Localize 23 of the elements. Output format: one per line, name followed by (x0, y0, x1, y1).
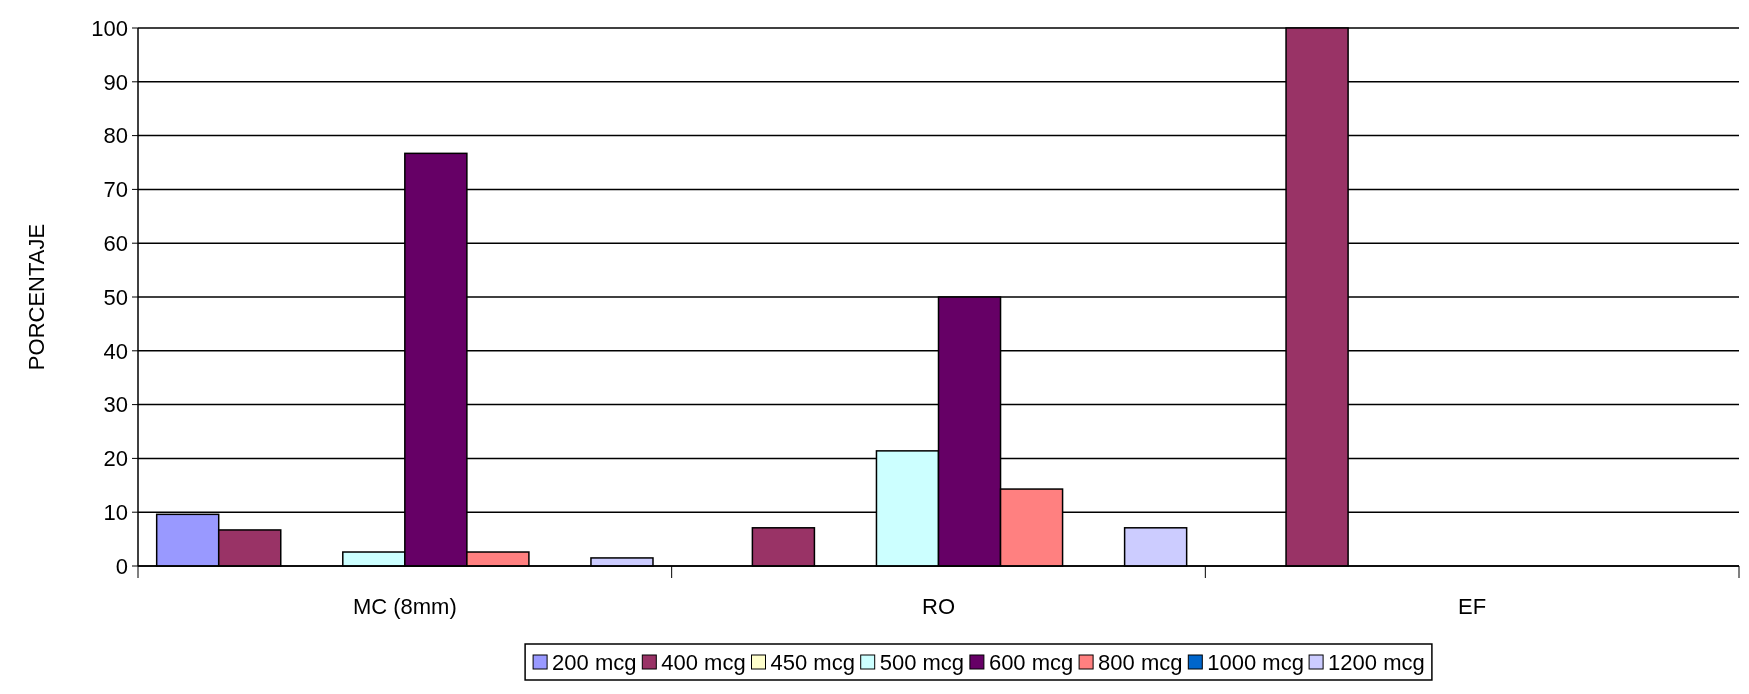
legend-label: 400 mcg (661, 649, 746, 675)
y-tick-label: 70 (103, 177, 128, 203)
legend-label: 500 mcg (879, 649, 965, 675)
x-tick-label: MC (8mm) (352, 594, 457, 619)
legend-label: 450 mcg (770, 649, 855, 675)
y-tick-label: 60 (103, 230, 128, 256)
legend-label: 1200 mcg (1328, 649, 1425, 675)
legend-label: 1000 mcg (1207, 649, 1304, 675)
legend-label: 800 mcg (1098, 649, 1183, 675)
y-axis-title: PORCENTAJE (24, 223, 49, 371)
y-tick-label: 0 (115, 553, 128, 579)
y-tick-label: 10 (103, 499, 128, 525)
y-tick-label: 90 (103, 69, 128, 95)
legend-label: 200 mcg (552, 649, 637, 675)
x-tick-label: RO (922, 594, 955, 619)
y-tick-label: 100 (91, 15, 128, 41)
y-tick-label: 20 (103, 446, 128, 472)
x-tick-label: EF (1458, 594, 1487, 619)
legend-label: 600 mcg (988, 649, 1074, 675)
y-tick-label: 80 (103, 123, 128, 149)
y-tick-label: 50 (103, 284, 128, 310)
y-tick-label: 30 (103, 392, 128, 418)
y-tick-label: 40 (103, 338, 128, 364)
